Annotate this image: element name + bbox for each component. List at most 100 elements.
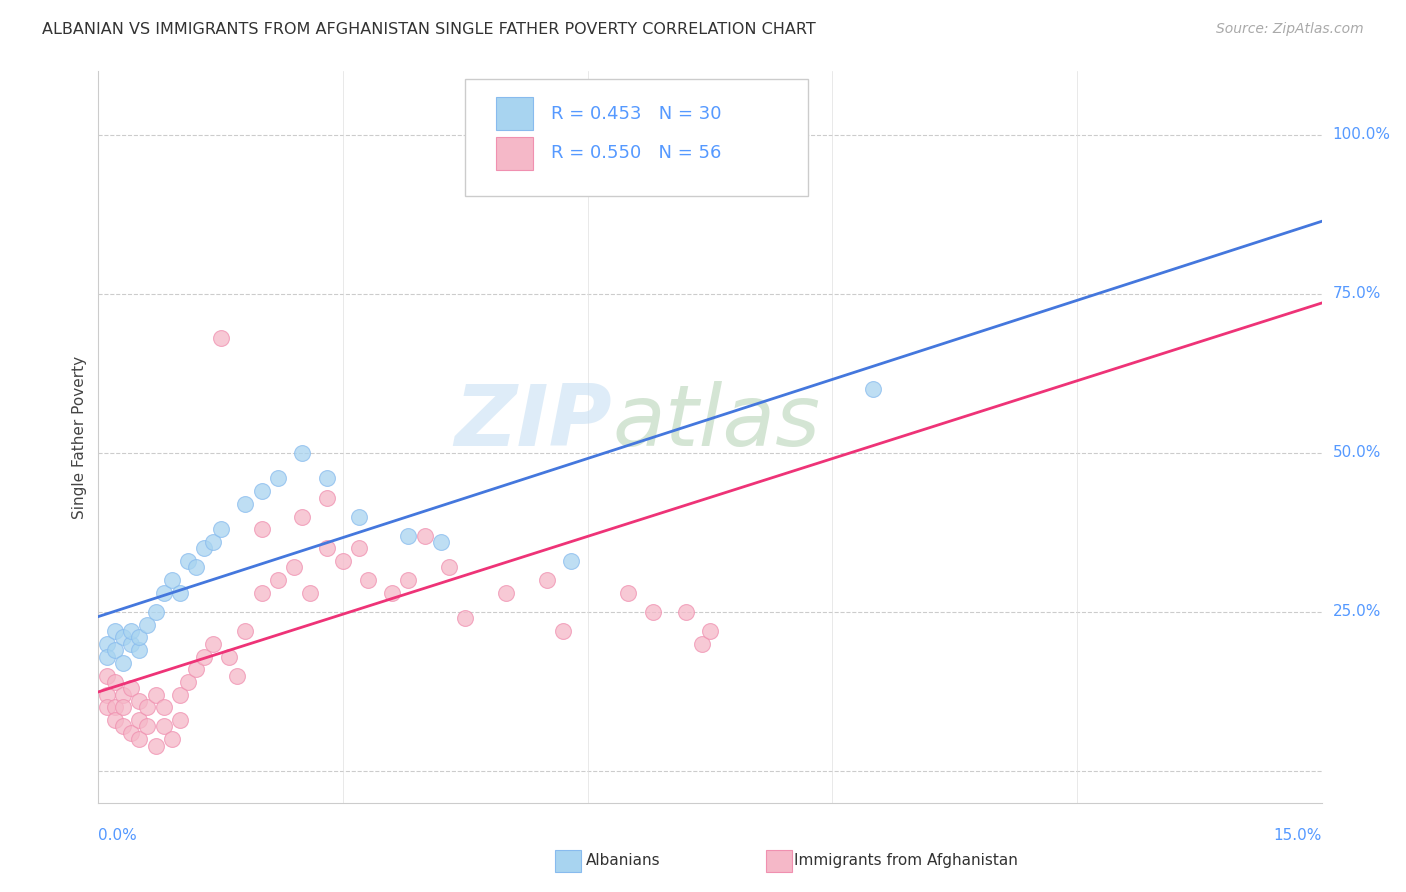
Point: [332, 554, 354, 568]
Text: Source: ZipAtlas.com: Source: ZipAtlas.com: [1216, 22, 1364, 37]
Point: [96, 649, 118, 664]
Point: [104, 675, 127, 690]
Point: [617, 586, 640, 600]
Point: [96, 700, 118, 714]
Text: ZIP: ZIP: [454, 381, 612, 464]
Point: [120, 681, 142, 696]
FancyBboxPatch shape: [465, 78, 808, 195]
Point: [152, 700, 174, 714]
Point: [641, 605, 664, 619]
Point: [699, 624, 721, 638]
Text: 75.0%: 75.0%: [1333, 286, 1381, 301]
Point: [177, 554, 200, 568]
Point: [145, 739, 167, 753]
Point: [209, 331, 232, 345]
Point: [315, 541, 337, 556]
Point: [430, 535, 453, 549]
Point: [233, 624, 256, 638]
Point: [186, 560, 208, 574]
Point: [120, 637, 142, 651]
Point: [495, 586, 517, 600]
Point: [104, 624, 127, 638]
Point: [299, 586, 322, 600]
Point: [553, 624, 575, 638]
Point: [233, 497, 256, 511]
Text: 100.0%: 100.0%: [1333, 128, 1391, 143]
Point: [356, 573, 378, 587]
Text: Albanians: Albanians: [586, 854, 661, 868]
Point: [283, 560, 305, 574]
Point: [145, 605, 167, 619]
Point: [169, 688, 191, 702]
Point: [201, 637, 224, 651]
Point: [128, 713, 150, 727]
Point: [128, 694, 150, 708]
Point: [675, 605, 697, 619]
Point: [96, 688, 118, 702]
Point: [145, 688, 167, 702]
Point: [128, 732, 150, 747]
Text: Immigrants from Afghanistan: Immigrants from Afghanistan: [794, 854, 1018, 868]
Point: [250, 484, 273, 499]
Bar: [496, 136, 533, 169]
Point: [120, 624, 142, 638]
Point: [111, 656, 134, 670]
Point: [201, 535, 224, 549]
Point: [96, 668, 118, 682]
Point: [193, 541, 215, 556]
Point: [128, 631, 150, 645]
Text: ALBANIAN VS IMMIGRANTS FROM AFGHANISTAN SINGLE FATHER POVERTY CORRELATION CHART: ALBANIAN VS IMMIGRANTS FROM AFGHANISTAN …: [42, 22, 815, 37]
Point: [120, 726, 142, 740]
Point: [152, 719, 174, 733]
Point: [267, 471, 290, 485]
Point: [169, 713, 191, 727]
Point: [862, 383, 884, 397]
Point: [315, 471, 337, 485]
Point: [152, 586, 174, 600]
Point: [381, 586, 404, 600]
Point: [267, 573, 290, 587]
Point: [111, 719, 134, 733]
Point: [96, 637, 118, 651]
Point: [111, 700, 134, 714]
Point: [250, 586, 273, 600]
Text: atlas: atlas: [612, 381, 820, 464]
Point: [104, 700, 127, 714]
Point: [454, 611, 477, 625]
Point: [396, 529, 419, 543]
Point: [193, 649, 215, 664]
Point: [186, 662, 208, 676]
Point: [315, 491, 337, 505]
Point: [291, 446, 314, 460]
Point: [413, 529, 436, 543]
Point: [536, 573, 558, 587]
Point: [136, 617, 159, 632]
Point: [169, 586, 191, 600]
Point: [560, 554, 582, 568]
Point: [209, 522, 232, 536]
Point: [111, 631, 134, 645]
Point: [349, 541, 371, 556]
Bar: [496, 97, 533, 130]
Point: [160, 573, 183, 587]
Point: [160, 732, 183, 747]
Point: [250, 522, 273, 536]
Point: [104, 713, 127, 727]
Point: [136, 719, 159, 733]
Point: [104, 643, 127, 657]
Point: [437, 560, 460, 574]
Text: R = 0.550   N = 56: R = 0.550 N = 56: [551, 145, 721, 162]
Text: 0.0%: 0.0%: [98, 828, 138, 843]
Point: [699, 128, 721, 142]
Point: [128, 643, 150, 657]
Point: [349, 509, 371, 524]
Point: [136, 700, 159, 714]
Text: 15.0%: 15.0%: [1274, 828, 1322, 843]
Text: 25.0%: 25.0%: [1333, 605, 1381, 619]
Point: [291, 509, 314, 524]
Point: [111, 688, 134, 702]
Point: [218, 649, 240, 664]
Text: R = 0.453   N = 30: R = 0.453 N = 30: [551, 104, 721, 123]
Y-axis label: Single Father Poverty: Single Father Poverty: [72, 356, 87, 518]
Text: 50.0%: 50.0%: [1333, 445, 1381, 460]
